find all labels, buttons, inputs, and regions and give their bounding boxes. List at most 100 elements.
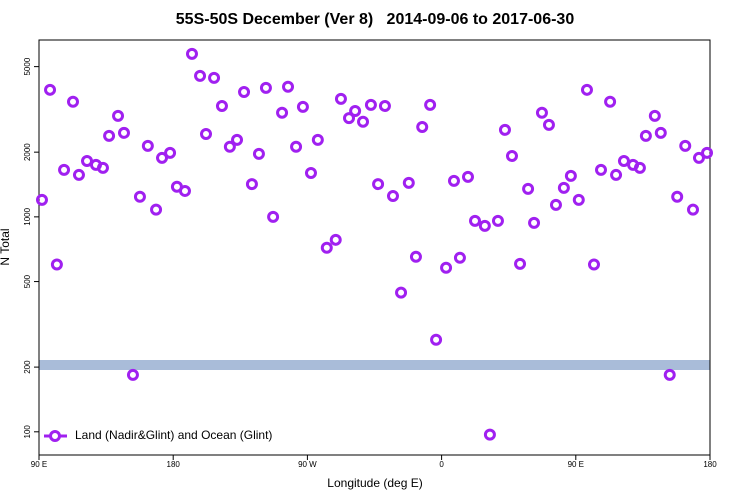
data-point [617,154,630,167]
data-point [514,257,527,270]
data-point [231,133,244,146]
data-point [587,258,600,271]
legend-label: Land (Nadir&Glint) and Ocean (Glint) [75,428,272,442]
data-point [648,109,661,122]
data-point [238,85,251,98]
data-point [580,83,593,96]
data-point [633,161,646,174]
data-point [35,193,48,206]
data-point [498,123,511,136]
data-point [133,190,146,203]
data-point [245,178,258,191]
data-point [701,146,714,159]
data-point [208,71,221,84]
data-point [542,118,555,131]
data-point [58,163,71,176]
data-point [141,139,154,152]
data-point [610,168,623,181]
data-point [572,193,585,206]
data-point [215,99,228,112]
x-tick-label: 90 W [298,460,317,469]
data-point [267,210,280,223]
data-point [164,146,177,159]
y-axis-label: N Total [0,228,12,265]
data-point [692,151,705,164]
x-tick-label: 0 [439,460,444,469]
data-point [639,129,652,142]
data-point [453,251,466,264]
x-tick-label: 180 [703,460,717,469]
data-point [478,219,491,232]
data-point [329,233,342,246]
data-point [557,181,570,194]
data-point [296,100,309,113]
plot-frame [38,39,711,456]
y-tick-label: 500 [23,274,32,288]
data-point [185,47,198,60]
data-point [334,92,347,105]
data-point [604,95,617,108]
data-point [150,203,163,216]
data-point [416,120,429,133]
data-point [72,168,85,181]
data-point [447,174,460,187]
data-point [117,126,130,139]
x-tick-label: 180 [167,460,181,469]
data-point [483,428,496,441]
data-point [671,190,684,203]
data-point [178,184,191,197]
data-point [522,182,535,195]
reference-band [39,360,710,370]
data-point [505,149,518,162]
data-point [194,69,207,82]
chart-title: 55S-50S December (Ver 8) 2014-09-06 to 2… [176,11,575,28]
data-point [535,106,548,119]
data-point [357,115,370,128]
data-point [259,81,272,94]
data-point [528,216,541,229]
data-point [409,250,422,263]
data-point [66,95,79,108]
y-tick-label: 5000 [23,57,32,75]
data-point [290,140,303,153]
data-point [491,214,504,227]
y-tick-label: 200 [23,360,32,374]
data-point [311,133,324,146]
y-tick-label: 100 [23,425,32,439]
data-point [594,163,607,176]
data-point [663,368,676,381]
data-point [395,286,408,299]
data-point [679,139,692,152]
x-tick-label: 90 E [568,460,584,469]
data-point [223,140,236,153]
legend-marker [49,430,61,442]
data-point [687,203,700,216]
data-point [96,161,109,174]
data-point [200,127,213,140]
data-point [430,333,443,346]
data-point [378,99,391,112]
data-point [402,176,415,189]
data-point [424,98,437,111]
data-point [549,198,562,211]
data-point [112,109,125,122]
data-point [282,80,295,93]
data-point [654,126,667,139]
data-point [103,129,116,142]
data-point [50,258,63,271]
data-point [564,169,577,182]
data-point [386,190,399,203]
data-point [372,178,385,191]
data-point [349,104,362,117]
x-tick-label: 90 E [31,460,47,469]
data-point [44,83,57,96]
data-point [304,166,317,179]
data-point [343,112,356,125]
data-point [469,214,482,227]
data-point [364,98,377,111]
y-tick-label: 2000 [23,143,32,161]
y-tick-label: 1000 [23,207,32,225]
data-point [276,106,289,119]
data-point [440,261,453,274]
data-point [126,368,139,381]
